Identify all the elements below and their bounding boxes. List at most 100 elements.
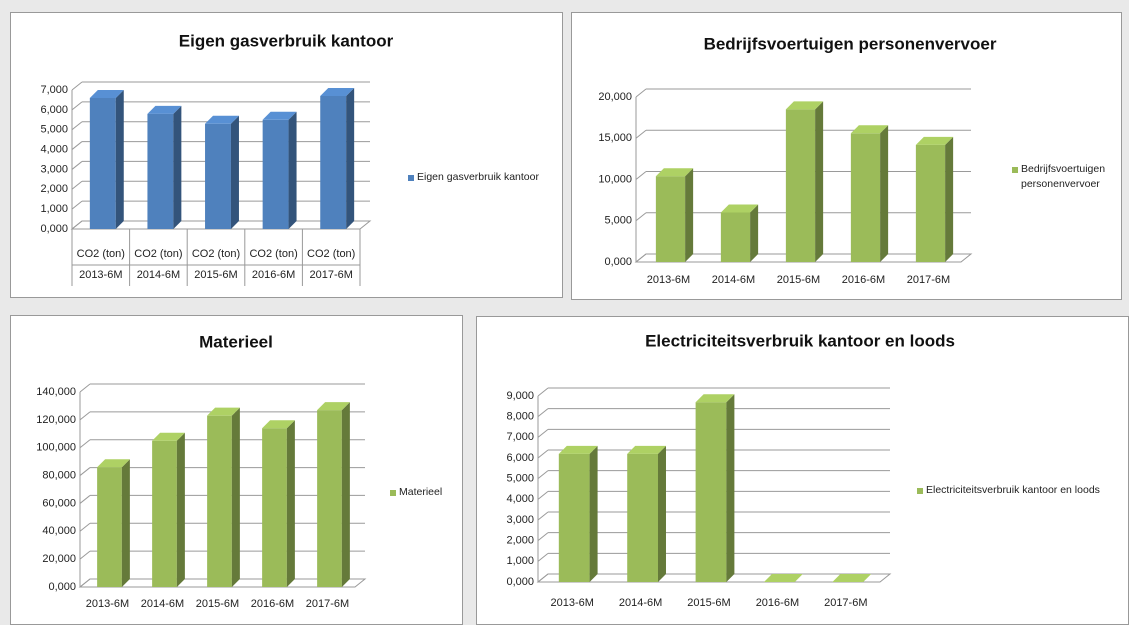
grid-line bbox=[537, 470, 549, 480]
bar-side bbox=[657, 445, 666, 582]
y-tick-label: 0,000 bbox=[48, 581, 76, 593]
y-tick-label: 2,000 bbox=[40, 183, 68, 195]
grid-line bbox=[79, 522, 91, 532]
y-tick-label: 140,000 bbox=[36, 386, 76, 398]
y-tick-label: 5,000 bbox=[40, 124, 68, 136]
bar-side bbox=[286, 420, 295, 587]
bar-top bbox=[205, 115, 239, 124]
bar-top bbox=[627, 445, 666, 454]
grid-line bbox=[71, 141, 83, 150]
bar-side bbox=[815, 101, 824, 262]
panel-border bbox=[10, 12, 563, 298]
bar-top bbox=[207, 407, 240, 416]
y-tick-label: 7,000 bbox=[40, 84, 68, 96]
x-tick-label: 2015-6M bbox=[687, 597, 730, 609]
bar-side bbox=[230, 115, 239, 229]
grid-line bbox=[79, 467, 91, 476]
bar-front bbox=[627, 453, 658, 582]
bar-front bbox=[720, 212, 751, 262]
legend-label: Eigen gasverbruik kantoor bbox=[417, 171, 539, 183]
grid-line bbox=[79, 495, 91, 504]
x-tick-label: 2013-6M bbox=[79, 269, 122, 281]
bar-top bbox=[832, 574, 872, 582]
bar-front bbox=[558, 453, 590, 582]
x-tick-sublabel: CO2 (ton) bbox=[77, 248, 125, 260]
y-tick-label: 3,000 bbox=[506, 514, 534, 526]
bar-top bbox=[720, 204, 759, 213]
y-tick-label: 10,000 bbox=[598, 173, 632, 185]
x-tick-label: 2014-6M bbox=[619, 597, 662, 609]
bar bbox=[262, 111, 297, 229]
grid-line bbox=[635, 171, 647, 180]
grid-line bbox=[79, 411, 91, 421]
bar bbox=[89, 89, 124, 229]
x-tick-label: 2017-6M bbox=[306, 598, 349, 610]
grid-line bbox=[71, 121, 83, 131]
bar-front bbox=[695, 402, 727, 582]
y-tick-label: 100,000 bbox=[36, 442, 76, 454]
bar-top bbox=[764, 574, 803, 582]
chart-panel: Materieel 0,000 20,000 40,000 60,000 80,000 10… bbox=[10, 315, 463, 625]
bar-front bbox=[205, 123, 231, 229]
bar bbox=[320, 87, 355, 229]
bar-top bbox=[97, 459, 130, 468]
x-tick-sublabel: CO2 (ton) bbox=[134, 248, 182, 260]
grid-line bbox=[537, 490, 549, 500]
bar-side bbox=[346, 87, 355, 229]
bar-top bbox=[89, 89, 124, 98]
x-tick-sublabel: CO2 (ton) bbox=[307, 248, 355, 260]
grid-line bbox=[537, 387, 549, 397]
y-tick-label: 5,000 bbox=[506, 473, 534, 485]
x-tick-label: 2013-6M bbox=[550, 597, 593, 609]
bar bbox=[764, 574, 803, 582]
chart-title: Bedrijfsvoertuigen personenvervoer bbox=[704, 34, 997, 53]
grid-line bbox=[537, 449, 549, 459]
bar-side bbox=[726, 394, 735, 582]
y-tick-label: 7,000 bbox=[506, 431, 534, 443]
y-tick-label: 20,000 bbox=[598, 91, 632, 103]
x-tick-label: 2016-6M bbox=[756, 597, 799, 609]
grid-line bbox=[71, 180, 83, 190]
bar-top bbox=[785, 101, 824, 110]
x-tick-label: 2017-6M bbox=[309, 269, 352, 281]
grid-line bbox=[537, 408, 549, 418]
bar-side bbox=[121, 459, 130, 587]
bar-top bbox=[558, 445, 598, 454]
x-tick-label: 2017-6M bbox=[907, 274, 950, 286]
y-tick-label: 15,000 bbox=[598, 132, 632, 144]
grid-line bbox=[71, 81, 83, 91]
x-tick-label: 2016-6M bbox=[251, 598, 294, 610]
grid-line bbox=[537, 532, 549, 542]
bar bbox=[558, 445, 598, 582]
bar-top bbox=[147, 105, 182, 114]
legend: Bedrijfsvoertuigen personenvervoer bbox=[1021, 163, 1105, 190]
bar-top bbox=[915, 136, 954, 145]
bar-front bbox=[655, 176, 686, 262]
legend: Materieel bbox=[399, 486, 442, 498]
bar-front bbox=[320, 95, 347, 229]
bar-front bbox=[262, 428, 287, 587]
bar-front bbox=[147, 113, 174, 229]
y-tick-label: 60,000 bbox=[42, 497, 76, 509]
legend-swatch bbox=[1012, 167, 1018, 173]
bar bbox=[832, 574, 872, 582]
bar-top bbox=[695, 394, 735, 403]
y-tick-label: 1,000 bbox=[40, 203, 68, 215]
grid-line bbox=[79, 383, 91, 393]
grid-line bbox=[79, 578, 91, 588]
bar-side bbox=[173, 105, 182, 229]
y-tick-label: 8,000 bbox=[506, 411, 534, 423]
x-tick-label: 2014-6M bbox=[712, 274, 755, 286]
bar bbox=[915, 136, 954, 262]
grid-line bbox=[537, 511, 549, 521]
x-tick-label: 2014-6M bbox=[137, 269, 180, 281]
bar-side bbox=[750, 204, 759, 262]
grid-line bbox=[635, 129, 647, 139]
grid-line bbox=[635, 253, 647, 263]
bar-side bbox=[231, 407, 240, 587]
bar bbox=[147, 105, 182, 229]
bar-top bbox=[317, 402, 350, 411]
chart-panel: Electriciteitsverbruik kantoor en loods 0… bbox=[476, 316, 1129, 625]
bar-top bbox=[850, 125, 889, 134]
bar-front bbox=[850, 133, 881, 262]
